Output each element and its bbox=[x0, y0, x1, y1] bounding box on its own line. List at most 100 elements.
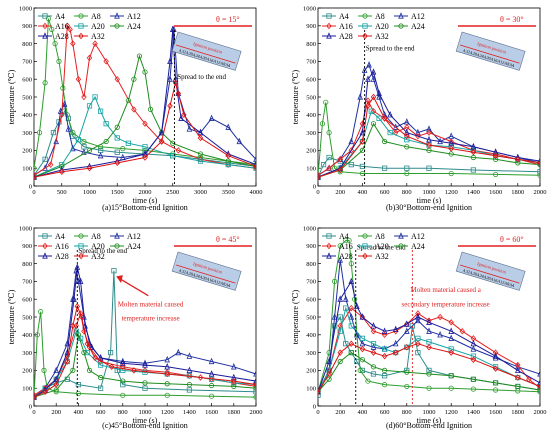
data-point-a24 bbox=[381, 367, 388, 373]
x-tick-label: 0 bbox=[32, 189, 35, 196]
y-tick-label: 800 bbox=[306, 261, 316, 268]
data-point-a20 bbox=[470, 353, 477, 359]
series-line-a4 bbox=[34, 270, 256, 398]
data-point-a16 bbox=[103, 58, 109, 65]
chart-panel-4: 0 100 200 300 400 500 600 700 800 900 1000 0 200 400 6… bbox=[291, 225, 547, 430]
data-point-a20 bbox=[92, 94, 98, 100]
data-point-a8 bbox=[253, 162, 256, 168]
data-point-a24 bbox=[164, 381, 170, 387]
data-point-a24 bbox=[131, 76, 137, 82]
data-point-a32 bbox=[158, 138, 165, 145]
data-point-a4 bbox=[326, 154, 332, 161]
data-point-a24 bbox=[186, 382, 192, 388]
data-point-a28 bbox=[88, 343, 95, 350]
legend-marker bbox=[326, 13, 332, 19]
y-tick-label: 700 bbox=[306, 59, 316, 66]
data-point-a12 bbox=[65, 125, 72, 132]
data-point-a32 bbox=[42, 388, 48, 395]
x-tick-label: 600 bbox=[380, 409, 390, 416]
data-point-a32 bbox=[365, 102, 371, 110]
data-point-a16 bbox=[448, 319, 454, 326]
x-tick-label: 1400 bbox=[183, 409, 196, 416]
data-point-a28 bbox=[97, 354, 104, 361]
y-tick-label: 0 bbox=[29, 183, 32, 190]
data-point-a4 bbox=[426, 367, 432, 374]
series-group bbox=[34, 16, 256, 181]
data-point-a24 bbox=[197, 151, 204, 157]
series-line-a28 bbox=[34, 29, 256, 178]
data-point-a4 bbox=[343, 341, 349, 347]
data-point-a28 bbox=[337, 295, 344, 302]
legend-label: A20 bbox=[91, 242, 105, 251]
data-point-a16 bbox=[175, 147, 182, 154]
data-point-a16 bbox=[459, 328, 466, 335]
data-point-a8 bbox=[81, 138, 87, 145]
data-point-a32 bbox=[175, 90, 182, 97]
y-tick-label: 100 bbox=[22, 386, 32, 393]
y-tick-label: 500 bbox=[306, 314, 316, 321]
legend-marker bbox=[78, 233, 84, 239]
data-point-a8 bbox=[348, 260, 354, 267]
data-point-a16 bbox=[81, 93, 87, 101]
series-line-a24 bbox=[34, 54, 256, 178]
inset-ignition-line bbox=[459, 44, 520, 64]
data-point-a16 bbox=[131, 106, 137, 113]
y-tick-label: 200 bbox=[22, 148, 32, 155]
y-tick-label: 300 bbox=[22, 350, 32, 357]
legend-marker bbox=[78, 32, 84, 40]
y-tick-label: 100 bbox=[306, 166, 316, 173]
data-point-a28 bbox=[158, 128, 165, 136]
y-tick-label: 700 bbox=[22, 59, 32, 66]
x-tick-label: 2000 bbox=[139, 189, 152, 196]
legend-label: A12 bbox=[127, 12, 141, 21]
y-tick-label: 900 bbox=[306, 243, 316, 250]
x-tick-label: 0 bbox=[316, 189, 319, 196]
data-point-a4 bbox=[120, 382, 126, 388]
data-point-a12 bbox=[208, 114, 215, 121]
data-point-a4 bbox=[415, 349, 421, 356]
data-point-a12 bbox=[348, 137, 355, 145]
legend-marker bbox=[78, 13, 84, 19]
x-tick-label: 2000 bbox=[534, 409, 547, 416]
data-point-a32 bbox=[34, 393, 37, 401]
series-line-a32 bbox=[318, 343, 540, 393]
data-point-a24 bbox=[81, 349, 87, 356]
inset-schematic: θ = 30° Ignition positionA32A28A24A20A16A… bbox=[455, 15, 536, 71]
legend-label: A12 bbox=[411, 12, 425, 21]
data-point-a32 bbox=[448, 145, 454, 152]
data-point-a28 bbox=[359, 313, 366, 320]
data-point-a8 bbox=[346, 237, 352, 244]
legend-label: A16 bbox=[339, 242, 353, 251]
legend-label: A4 bbox=[339, 12, 349, 21]
data-point-a24 bbox=[426, 371, 432, 377]
data-point-a20 bbox=[86, 103, 93, 109]
data-point-a24 bbox=[147, 106, 154, 113]
data-point-a24 bbox=[492, 380, 499, 386]
legend-label: A32 bbox=[91, 32, 105, 41]
data-point-a28 bbox=[119, 359, 126, 366]
arrow-icon bbox=[118, 277, 149, 297]
data-point-a16 bbox=[142, 120, 148, 127]
legend-label: A4 bbox=[55, 12, 65, 21]
data-point-a24 bbox=[136, 53, 143, 59]
data-point-a8 bbox=[49, 26, 55, 32]
y-tick-label: 300 bbox=[306, 350, 316, 357]
y-tick-label: 400 bbox=[22, 112, 32, 119]
molten-annotation: Molten material caused a bbox=[410, 286, 481, 294]
data-point-a8 bbox=[42, 80, 48, 86]
x-tick-label: 1000 bbox=[423, 189, 436, 196]
data-point-a12 bbox=[537, 370, 540, 377]
inset-ignition-line bbox=[459, 264, 520, 284]
legend-marker bbox=[78, 23, 84, 29]
inset-board-body bbox=[171, 31, 242, 71]
legend-label: A8 bbox=[375, 12, 385, 21]
data-point-a12 bbox=[97, 151, 104, 159]
data-point-a12 bbox=[53, 366, 60, 374]
data-point-a32 bbox=[181, 111, 187, 119]
data-point-a32 bbox=[337, 349, 343, 356]
data-point-a32 bbox=[381, 352, 388, 360]
data-point-a32 bbox=[515, 156, 521, 163]
data-point-a24 bbox=[209, 382, 215, 389]
legend-label: A28 bbox=[339, 252, 353, 261]
data-point-a16 bbox=[59, 111, 65, 119]
